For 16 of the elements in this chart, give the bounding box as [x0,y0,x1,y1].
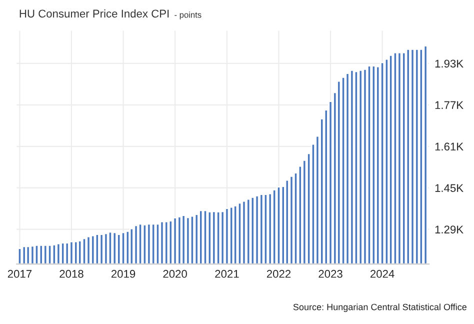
x-tick-label: 2017 [8,270,32,278]
x-tick-label: 2018 [60,270,84,278]
x-tick-label: 2020 [163,270,187,278]
x-tick-label: 2019 [111,270,136,278]
y-tick-label: 1.29K [435,226,464,234]
y-tick-label: 1.77K [435,101,464,109]
x-tick-label: 2021 [215,270,239,278]
chart-title: HU Consumer Price Index CPI [20,9,169,18]
x-tick-label: 2024 [370,270,394,278]
x-tick-label: 2022 [266,270,291,278]
y-tick-label: 1.93K [435,60,464,68]
y-tick-label: 1.45K [435,184,464,192]
x-tick-label: 2023 [318,270,342,278]
y-tick-label: 1.61K [435,142,464,151]
chart-subtitle: - points [174,12,202,20]
source-note: Source: Hungarian Central Statistical Office [293,304,466,312]
